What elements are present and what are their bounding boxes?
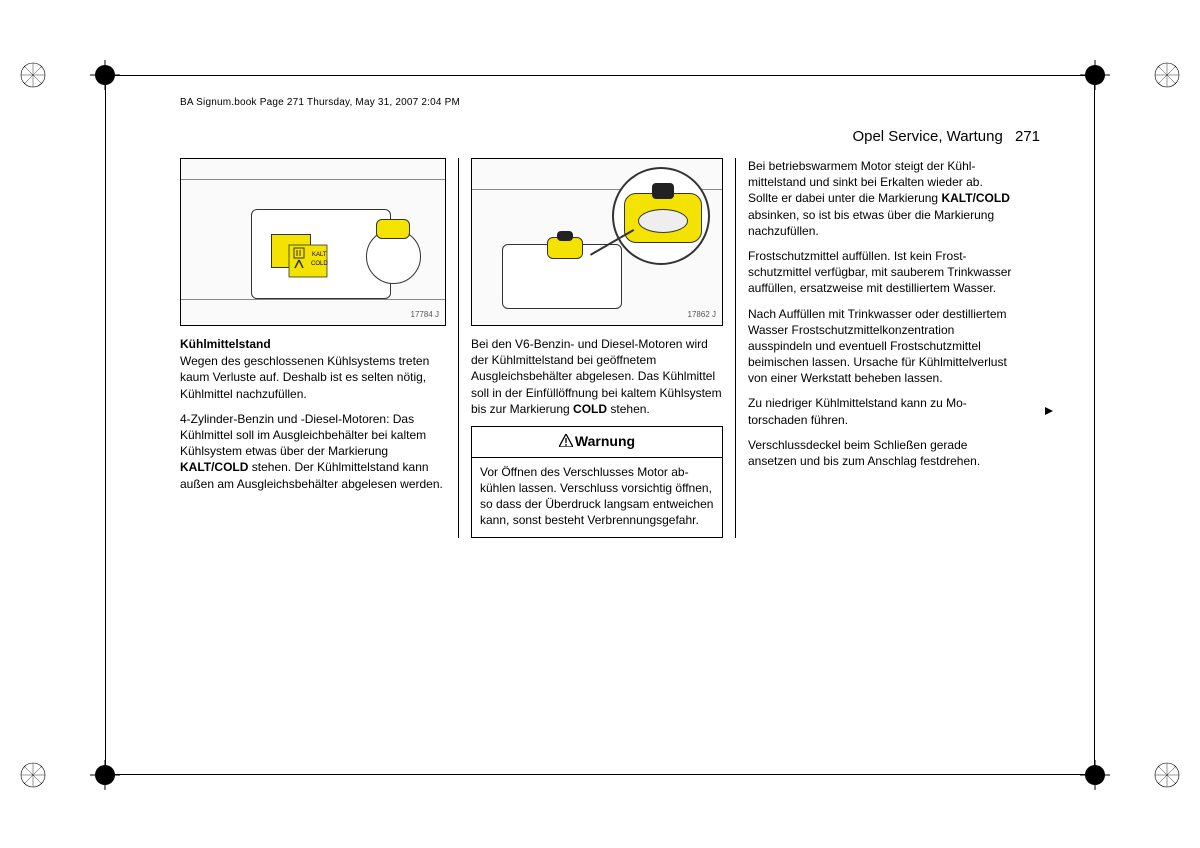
warning-box: Warnung Vor Öffnen des Verschlusses Moto… <box>471 426 723 538</box>
paragraph: Verschlussdeckel beim Schließen gerade a… <box>748 437 1014 469</box>
paragraph: Bei den V6-Benzin- und Diesel-Motoren wi… <box>471 336 723 417</box>
illustration-coolant-reservoir: KALT COLD 17784 J <box>180 158 446 326</box>
continue-arrow-icon <box>1044 404 1054 419</box>
warning-triangle-icon <box>559 433 573 452</box>
paragraph: Frostschutzmittel auffüllen. Ist kein Fr… <box>748 248 1014 297</box>
illustration-number: 17784 J <box>411 310 439 321</box>
crop-mark-icon <box>18 760 48 790</box>
paragraph: Bei betriebswarmem Motor steigt der Kühl… <box>748 158 1014 239</box>
illustration-coolant-cap: 17862 J <box>471 158 723 326</box>
warning-body: Vor Öffnen des Verschlusses Motor ab­küh… <box>472 458 722 537</box>
illustration-number: 17862 J <box>688 310 716 321</box>
crop-mark-icon <box>18 60 48 90</box>
paragraph: Zu niedriger Kühlmittelstand kann zu Mo­… <box>748 395 1014 427</box>
subheading-kuehlmittelstand: Kühlmittelstand <box>180 336 446 352</box>
column-3: Bei betriebswarmem Motor steigt der Kühl… <box>736 158 1014 538</box>
content-columns: KALT COLD 17784 J Kühlmittelstand Wegen … <box>180 158 1050 538</box>
warning-title: Warnung <box>472 427 722 458</box>
page-number: 271 <box>1015 128 1040 145</box>
crop-mark-icon <box>1152 760 1182 790</box>
paragraph: Wegen des geschlossenen Kühlsystems tre­… <box>180 353 446 402</box>
crop-mark-icon <box>1152 60 1182 90</box>
reservoir-label: KALT COLD <box>271 234 311 268</box>
print-header: BA Signum.book Page 271 Thursday, May 31… <box>180 97 460 108</box>
column-2: 17862 J Bei den V6-Benzin- und Diesel-Mo… <box>458 158 736 538</box>
svg-text:COLD: COLD <box>311 261 328 267</box>
paragraph: Nach Auffüllen mit Trinkwasser oder dest… <box>748 306 1014 387</box>
svg-text:KALT: KALT <box>312 252 327 258</box>
column-1: KALT COLD 17784 J Kühlmittelstand Wegen … <box>180 158 458 538</box>
page-header: Opel Service, Wartung 271 <box>852 128 1040 145</box>
paragraph: 4-Zylinder-Benzin und -Diesel-Motoren: D… <box>180 411 446 492</box>
section-title: Opel Service, Wartung <box>852 128 1002 145</box>
